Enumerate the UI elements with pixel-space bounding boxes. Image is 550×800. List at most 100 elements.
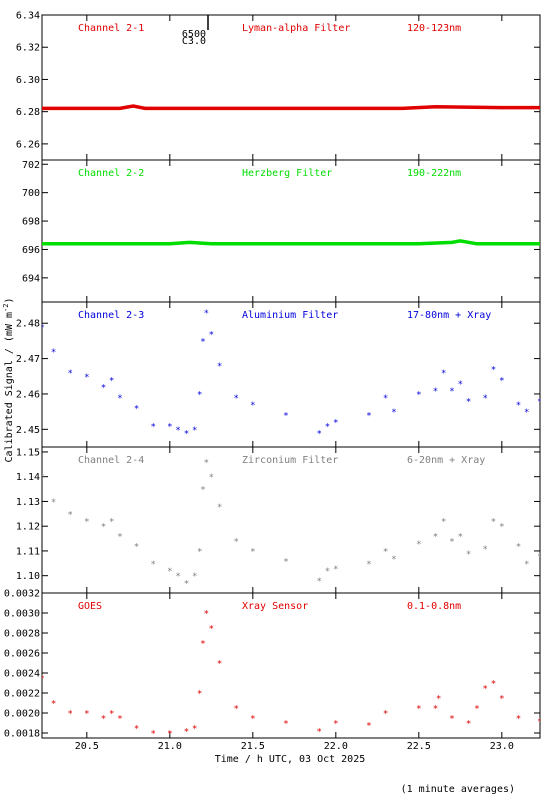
y-tick-label: 6.34 xyxy=(16,11,40,22)
data-point: * xyxy=(167,567,172,577)
data-point: * xyxy=(366,560,371,570)
y-tick-label: 1.10 xyxy=(16,571,40,582)
data-point: * xyxy=(499,376,504,386)
data-point: * xyxy=(458,533,463,543)
data-point: * xyxy=(333,565,338,575)
band-label: 0.1-0.8nm xyxy=(407,601,461,612)
data-point: * xyxy=(441,518,446,528)
y-tick-label: 0.0028 xyxy=(4,629,40,640)
data-point: * xyxy=(458,380,463,390)
y-tick-label: 1.15 xyxy=(16,447,40,458)
data-point: * xyxy=(433,705,438,715)
data-point: * xyxy=(68,510,73,520)
data-point: * xyxy=(333,720,338,730)
band-label: 6-20nm + Xray xyxy=(407,455,485,466)
data-point: * xyxy=(39,323,44,333)
data-point: * xyxy=(209,473,214,483)
data-point: * xyxy=(283,720,288,730)
x-tick-label: 21.0 xyxy=(158,741,182,752)
y-tick-label: 0.0020 xyxy=(4,709,40,720)
y-tick-label: 6.28 xyxy=(16,107,40,118)
y-tick-label: 0.0018 xyxy=(4,729,40,740)
data-point: * xyxy=(433,387,438,397)
data-point: * xyxy=(317,728,322,738)
footnote: (1 minute averages) xyxy=(401,784,515,795)
data-point: * xyxy=(491,680,496,690)
data-point: * xyxy=(184,580,189,590)
panel-2: 694 696 698 700 702 Channel 2-2 Herzberg Filte… xyxy=(22,159,541,303)
data-point: * xyxy=(441,369,446,379)
data-point: * xyxy=(325,567,330,577)
y-axis-title-close: ) xyxy=(4,298,15,304)
data-point: * xyxy=(366,412,371,422)
data-point: * xyxy=(39,473,44,483)
data-point: * xyxy=(217,362,222,372)
data-point: * xyxy=(192,725,197,735)
series xyxy=(42,104,540,111)
channel-label: Channel 2-4 xyxy=(78,455,144,466)
data-point: * xyxy=(151,560,156,570)
data-point: * xyxy=(325,422,330,432)
data-point: * xyxy=(234,538,239,548)
y-tick-label: 2.48 xyxy=(16,319,40,330)
y-tick-label: 698 xyxy=(22,217,40,228)
flare-annotation: 6500 xyxy=(182,29,206,40)
data-point: * xyxy=(134,542,139,552)
y-tick-label: 0.0024 xyxy=(4,669,40,680)
data-point: * xyxy=(175,426,180,436)
data-point: * xyxy=(250,547,255,557)
data-point: * xyxy=(197,390,202,400)
data-point: * xyxy=(524,408,529,418)
data-point: * xyxy=(192,426,197,436)
data-point: * xyxy=(383,710,388,720)
filter-label: Xray Sensor xyxy=(242,601,308,612)
y-tick-label: 2.47 xyxy=(16,354,40,365)
data-point: * xyxy=(466,550,471,560)
y-tick-label: 0.0022 xyxy=(4,689,40,700)
data-point: * xyxy=(184,429,189,439)
data-point: * xyxy=(491,366,496,376)
data-point: * xyxy=(109,518,114,528)
series: *************************************** xyxy=(39,309,542,439)
data-point: * xyxy=(217,660,222,670)
data-point: * xyxy=(209,625,214,635)
data-point: * xyxy=(366,722,371,732)
data-point: * xyxy=(283,412,288,422)
data-point: * xyxy=(416,390,421,400)
y-axis-title-sup: -2 xyxy=(2,304,10,312)
data-point: * xyxy=(167,730,172,740)
data-point: * xyxy=(192,572,197,582)
data-point: * xyxy=(416,705,421,715)
y-axis-title-main: Calibrated Signal / (mW m xyxy=(4,312,15,463)
data-point: * xyxy=(317,429,322,439)
y-tick-label: 6.30 xyxy=(16,75,40,86)
data-point: * xyxy=(117,533,122,543)
data-point: * xyxy=(197,547,202,557)
filter-label: Lyman-alpha Filter xyxy=(242,23,350,34)
data-point: * xyxy=(117,715,122,725)
x-tick-label: 22.0 xyxy=(324,741,348,752)
data-point: * xyxy=(524,560,529,570)
panel-5: 0.0018 0.0020 0.0022 0.0024 0.0026 0.0028 0.00… xyxy=(4,589,541,740)
data-point: * xyxy=(537,398,542,408)
band-label: 120-123nm xyxy=(407,23,461,34)
data-point: * xyxy=(39,675,44,685)
channel-label: Channel 2-1 xyxy=(78,23,144,34)
data-point: * xyxy=(516,542,521,552)
data-point: * xyxy=(151,730,156,740)
x-axis: 20.5 21.0 21.5 22.0 22.5 23.0 xyxy=(75,741,514,752)
data-point: * xyxy=(317,577,322,587)
data-point: * xyxy=(101,523,106,533)
flare-annotation: C3.0 xyxy=(182,36,206,47)
panel-4: 1.10 1.11 1.12 1.13 1.14 1.15 Channel 2-4 Zirco… xyxy=(16,446,541,594)
y-tick-label: 1.12 xyxy=(16,522,40,533)
data-point: * xyxy=(433,533,438,543)
data-point: * xyxy=(51,348,56,358)
channel-label: Channel 2-2 xyxy=(78,168,144,179)
data-point: * xyxy=(234,705,239,715)
filter-label: Aluminium Filter xyxy=(242,310,338,321)
data-point: * xyxy=(204,458,209,468)
data-point: * xyxy=(283,557,288,567)
data-point: * xyxy=(449,715,454,725)
filter-label: Zirconium Filter xyxy=(242,455,338,466)
